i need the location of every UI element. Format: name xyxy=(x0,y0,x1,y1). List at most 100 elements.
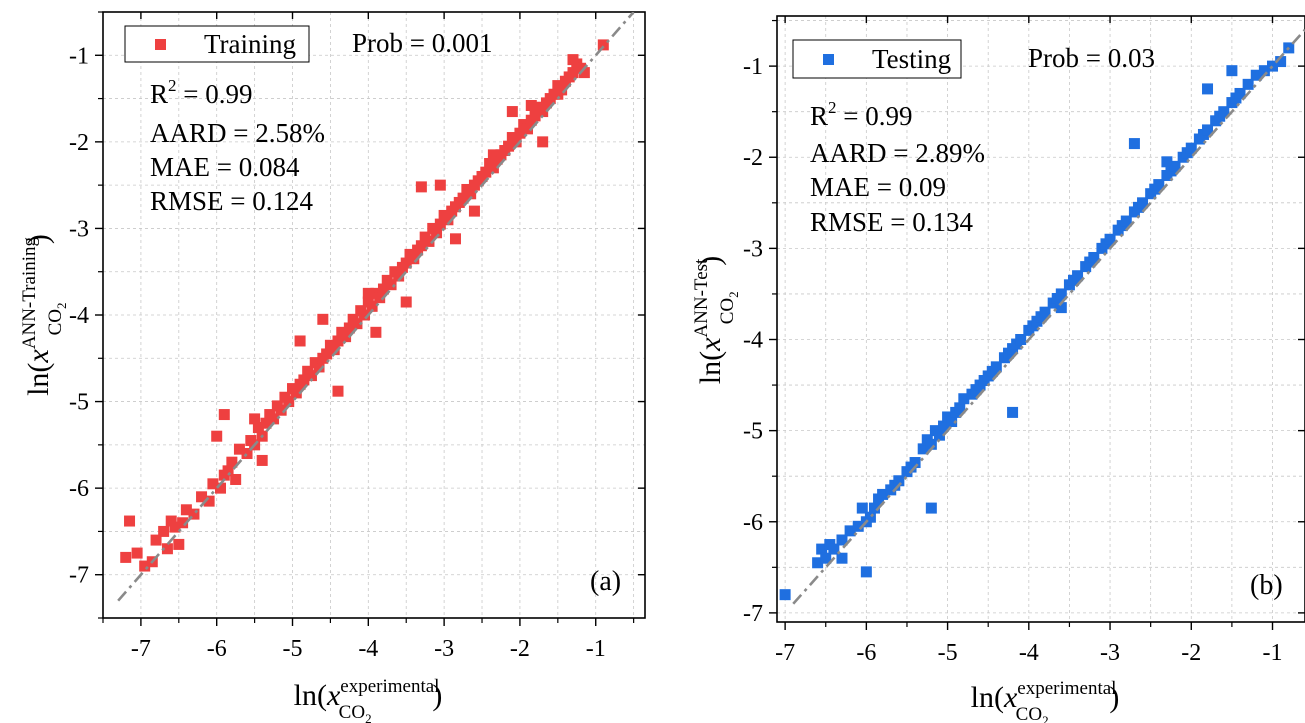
data-point xyxy=(177,517,189,529)
data-point xyxy=(836,552,848,564)
reference-line xyxy=(117,12,635,602)
data-point xyxy=(165,515,177,527)
data-point xyxy=(393,270,405,282)
y-axis-label-prefix: ln( xyxy=(22,363,55,396)
data-point xyxy=(249,413,261,425)
rmse-annotation: RMSE = 0.134 xyxy=(810,207,974,237)
x-tick-label: -4 xyxy=(358,636,378,662)
data-point xyxy=(1169,160,1181,172)
data-point xyxy=(828,543,840,555)
y-axis-label: ln(xANN-Training CO2) xyxy=(19,234,69,396)
y-tick-label: -2 xyxy=(743,145,763,171)
data-point xyxy=(480,166,492,178)
x-axis-label-sub: CO xyxy=(339,702,365,723)
data-point xyxy=(196,491,208,503)
x-tick-label: -7 xyxy=(775,640,795,666)
data-point xyxy=(377,283,389,295)
data-series-testing xyxy=(779,42,1295,601)
aard-annotation: AARD = 2.58% xyxy=(150,118,325,148)
y-tick-label: -1 xyxy=(743,54,763,80)
data-point xyxy=(552,88,564,100)
x-axis-label: ln(xexperimental CO2) xyxy=(294,676,443,723)
data-point xyxy=(321,348,333,360)
chart-panel-b: -7 -6 -5 -4 -3 -2 -1 -7 -6 -5 -4 -3 -2 -1 Testing Prob … xyxy=(691,15,1305,723)
y-tick-label: -1 xyxy=(69,43,89,69)
data-point xyxy=(400,296,412,308)
y-axis-label-sub: CO xyxy=(717,298,738,324)
data-point xyxy=(1072,270,1084,282)
data-point xyxy=(954,402,966,414)
data-point xyxy=(946,416,958,428)
r2-superscript: 2 xyxy=(168,76,177,95)
data-point xyxy=(150,534,162,546)
data-point xyxy=(256,454,268,466)
data-point xyxy=(820,552,832,564)
x-tick-label: -3 xyxy=(434,636,454,662)
data-point xyxy=(400,257,412,269)
y-tick-label: -5 xyxy=(743,419,763,445)
data-point xyxy=(317,313,329,325)
data-point xyxy=(503,140,515,152)
x-tick-label: -6 xyxy=(856,640,876,666)
data-point xyxy=(1007,406,1019,418)
rmse-annotation: RMSE = 0.124 xyxy=(150,186,314,216)
data-point xyxy=(211,430,223,442)
data-point xyxy=(1153,179,1165,191)
y-axis-label-sub2: 2 xyxy=(726,291,741,298)
y-tick-label: -3 xyxy=(743,236,763,262)
data-point xyxy=(1185,142,1197,154)
prob-annotation: Prob = 0.03 xyxy=(1028,43,1155,73)
y-tick-label: -6 xyxy=(69,476,89,502)
r2-superscript: 2 xyxy=(828,98,837,117)
data-point xyxy=(990,361,1002,373)
data-point xyxy=(457,192,469,204)
y-tick-label: -7 xyxy=(69,563,89,589)
data-point xyxy=(203,495,215,507)
data-point xyxy=(415,240,427,252)
y-tick-label: -5 xyxy=(69,390,89,416)
data-point xyxy=(836,534,848,546)
data-point xyxy=(359,309,371,321)
r2-symbol: R xyxy=(810,101,828,131)
data-point xyxy=(1137,197,1149,209)
data-point xyxy=(408,253,420,265)
x-axis-label-sup: experimental xyxy=(340,676,439,697)
legend-marker xyxy=(823,54,834,65)
data-point xyxy=(275,404,287,416)
x-axis-label-sub: CO xyxy=(1016,704,1042,723)
x-tick-label: -2 xyxy=(1181,640,1201,666)
data-point xyxy=(313,361,325,373)
data-point xyxy=(423,235,435,247)
data-point xyxy=(226,456,238,468)
data-point xyxy=(1250,69,1262,81)
r2-symbol: R xyxy=(150,79,168,109)
data-point xyxy=(294,335,306,347)
data-point xyxy=(860,566,872,578)
data-point xyxy=(362,287,374,299)
data-point xyxy=(169,521,181,533)
mae-annotation: MAE = 0.09 xyxy=(810,172,946,202)
data-point xyxy=(506,106,518,118)
data-point xyxy=(844,525,856,537)
x-tick-label: -1 xyxy=(586,636,606,662)
data-point xyxy=(120,551,132,563)
y-axis-label-suffix: ) xyxy=(22,234,55,244)
data-point xyxy=(852,520,864,532)
data-point xyxy=(173,538,185,550)
data-point xyxy=(812,557,824,569)
legend-label: Testing xyxy=(872,44,951,74)
x-tick-label: -2 xyxy=(510,636,530,662)
data-point xyxy=(328,344,340,356)
data-point xyxy=(522,123,534,135)
data-point xyxy=(252,422,264,434)
data-point xyxy=(1120,215,1132,227)
data-point xyxy=(893,475,905,487)
y-tick-label: -6 xyxy=(743,510,763,536)
x-axis-label-prefix: ln( xyxy=(294,679,327,712)
panel-label: (a) xyxy=(590,566,621,597)
r2-value: = 0.99 xyxy=(837,101,913,131)
data-point xyxy=(917,443,929,455)
r2-annotation: R2 = 0.99 xyxy=(150,76,253,109)
data-point xyxy=(233,443,245,455)
